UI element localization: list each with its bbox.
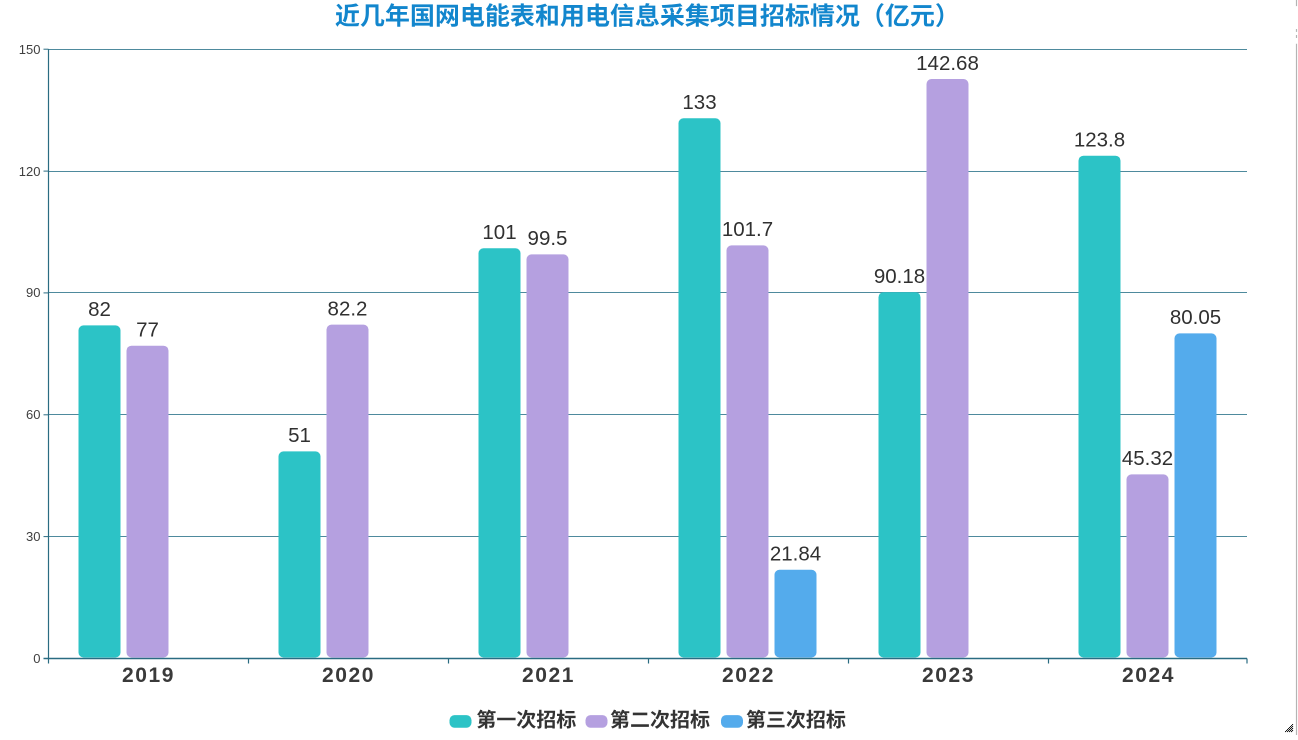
svg-text:30: 30 (26, 529, 40, 544)
svg-text:2022: 2022 (722, 664, 775, 687)
svg-text:142.68: 142.68 (916, 52, 979, 75)
svg-text:82: 82 (88, 298, 111, 321)
svg-text:2019: 2019 (122, 664, 175, 687)
svg-text:82.2: 82.2 (328, 297, 368, 320)
svg-text:120: 120 (19, 164, 41, 179)
svg-text:90: 90 (26, 285, 40, 300)
svg-text:2024: 2024 (1122, 664, 1175, 687)
svg-text:0: 0 (33, 651, 40, 666)
svg-text:77: 77 (136, 319, 159, 342)
svg-text:2023: 2023 (922, 664, 975, 687)
svg-text:45.32: 45.32 (1122, 447, 1173, 470)
svg-text:90.18: 90.18 (874, 265, 925, 288)
svg-text:60: 60 (26, 407, 40, 422)
svg-text:51: 51 (288, 424, 311, 447)
svg-text:21.84: 21.84 (770, 543, 821, 566)
svg-text:101.7: 101.7 (722, 218, 773, 241)
svg-text:80.05: 80.05 (1170, 306, 1221, 329)
svg-text:133: 133 (682, 91, 716, 114)
svg-text:101: 101 (482, 221, 516, 244)
svg-text:2021: 2021 (522, 664, 575, 687)
svg-text:2020: 2020 (322, 664, 375, 687)
svg-text:123.8: 123.8 (1074, 129, 1125, 152)
svg-text:150: 150 (19, 42, 41, 57)
svg-text:99.5: 99.5 (528, 227, 568, 250)
